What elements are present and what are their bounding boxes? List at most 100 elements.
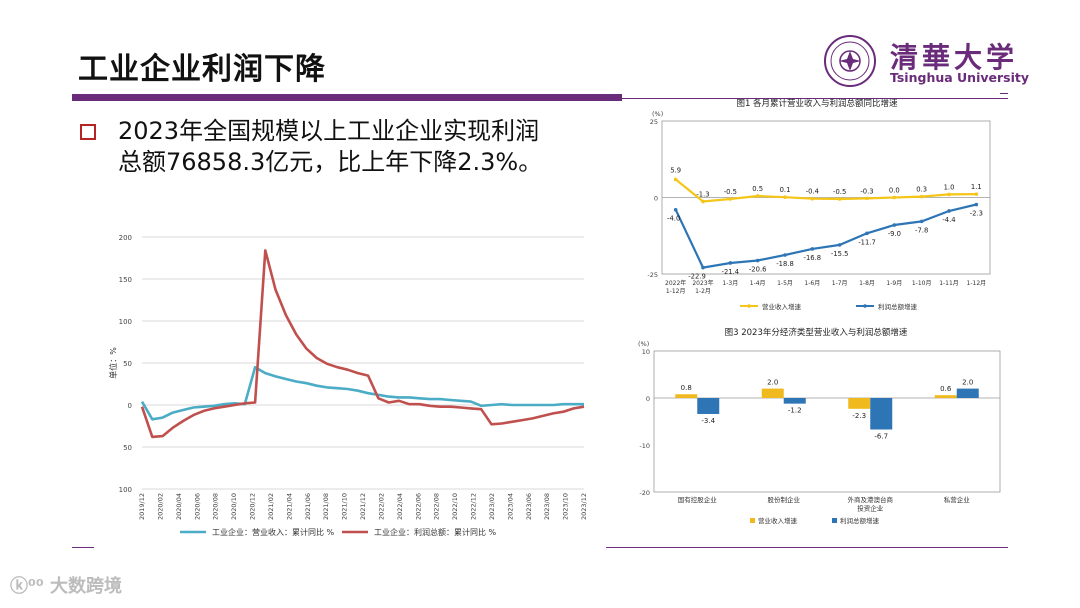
data-label: -18.8 xyxy=(776,260,794,268)
bullet-square-icon xyxy=(80,124,96,140)
series-point xyxy=(974,202,979,207)
x-tick-label: 1-12月 xyxy=(967,280,987,287)
y-tick-label: 0 xyxy=(654,195,658,203)
x-tick-label: 2020/04 xyxy=(175,493,183,520)
x-tick-label: 2023年 1-2月 xyxy=(692,279,713,295)
series-line-2 xyxy=(140,249,585,439)
watermark-text: 大数跨境 xyxy=(50,576,123,597)
x-tick-label: 2019/12 xyxy=(138,493,146,520)
x-tick-label: 2023/02 xyxy=(488,493,496,520)
data-label: -6.7 xyxy=(874,432,888,440)
x-tick-label: 2021/02 xyxy=(267,493,275,520)
x-tick-label: 2023/08 xyxy=(543,493,551,520)
tsinghua-logo: 清華大学 Tsinghua University xyxy=(820,34,1029,88)
data-label: -20.6 xyxy=(749,266,767,274)
x-tick-label: 2022/02 xyxy=(377,493,385,520)
x-tick-label: 2021/04 xyxy=(285,493,293,520)
data-label: -1.3 xyxy=(696,190,709,198)
x-tick-label: 私营企业 xyxy=(944,495,971,504)
legend-marker xyxy=(863,304,867,308)
title-underline-dash xyxy=(1000,93,1008,94)
chart-monthly: 图1 各月累计营业收入与利润总额同比增速 (%) 25 0 -25 2022年 1-12月 2… xyxy=(632,92,1002,320)
legend-swatch xyxy=(750,518,755,523)
data-label: -15.5 xyxy=(831,250,849,258)
data-label: 0.1 xyxy=(780,186,791,194)
bar xyxy=(675,394,698,398)
series-point xyxy=(947,209,951,213)
x-tick-label: 2020/10 xyxy=(230,493,238,520)
series-point xyxy=(701,199,705,204)
legend-label: 营业收入增速 xyxy=(758,516,798,525)
bar xyxy=(783,398,806,404)
series-point xyxy=(673,207,678,212)
legend-swatch xyxy=(832,518,837,523)
data-label: -3.4 xyxy=(701,417,715,425)
y-tick-label: 0 xyxy=(128,402,132,410)
legend-label: 利润总额增速 xyxy=(878,302,918,311)
series-point xyxy=(947,192,951,197)
y-tick-label: 100 xyxy=(119,486,132,494)
series-point xyxy=(755,194,760,198)
x-tick-label: 1-5月 xyxy=(777,280,793,287)
data-label: -0.5 xyxy=(833,188,846,196)
data-label: -22.9 xyxy=(688,273,706,281)
plot-frame xyxy=(653,350,1001,493)
series-point xyxy=(892,223,897,227)
x-tick-label: 股份制企业 xyxy=(768,495,801,504)
series-point xyxy=(892,195,897,200)
series-point xyxy=(865,196,869,201)
y-tick-label: 200 xyxy=(119,234,132,242)
y-tick-label: 50 xyxy=(123,360,132,368)
x-tick-label: 1-10月 xyxy=(912,280,932,287)
footer-rule-left xyxy=(72,547,94,548)
chart-ownership-svg: 图3 2023年分经济类型营业收入与利润总额增速 (%)10 0 -10 -20 国有控股… xyxy=(638,327,1001,525)
y-tick-label: 0 xyxy=(646,395,650,403)
data-label: -9.0 xyxy=(888,230,901,238)
data-label: -21.4 xyxy=(722,268,740,276)
data-label: 0.6 xyxy=(940,385,952,393)
series-point xyxy=(919,194,924,199)
x-tick-label: 2021/06 xyxy=(304,493,312,520)
x-tick-label: 2023/04 xyxy=(506,493,514,520)
series-point xyxy=(810,247,815,251)
series-point xyxy=(673,177,678,182)
bar xyxy=(848,398,871,409)
series-line-1 xyxy=(140,365,584,421)
series-point xyxy=(837,197,842,201)
x-tick-label: 2021/08 xyxy=(322,493,330,520)
chart-trend: 200 150 100 50 0 50 100 单位：% 2019/12 2020/02 2020/… xyxy=(108,228,592,548)
data-label: -2.3 xyxy=(970,210,983,218)
x-tick-label: 2023/10 xyxy=(562,493,570,520)
chart-ownership: 图3 2023年分经济类型营业收入与利润总额增速 (%) 10 0 -10 -20 国有控股… xyxy=(632,322,1002,534)
y-tick-label: -25 xyxy=(647,271,658,279)
title-underline xyxy=(72,94,622,101)
data-label: 0.8 xyxy=(681,384,692,392)
data-label: -2.3 xyxy=(852,412,866,420)
x-tick-label: 2023/12 xyxy=(580,493,588,520)
y-tick-label: -20 xyxy=(639,489,650,497)
data-label: 1.1 xyxy=(971,183,982,191)
logo-name-cn: 清華大学 xyxy=(890,41,1019,74)
x-tick-label: 国有控股企业 xyxy=(678,495,718,504)
x-tick-label: 2022/10 xyxy=(451,493,459,520)
data-label: -1.2 xyxy=(788,407,802,415)
series-point xyxy=(837,243,842,247)
data-label: -0.4 xyxy=(806,188,819,196)
chart-title: 图3 2023年分经济类型营业收入与利润总额增速 xyxy=(725,327,908,338)
x-tick-label: 2020/12 xyxy=(249,493,257,520)
watermark-logo-icon: ⓚ⁰⁰ xyxy=(10,576,51,597)
series-point xyxy=(865,231,869,236)
x-tick-label: 2020/08 xyxy=(212,493,220,520)
data-label: 0.0 xyxy=(889,187,900,195)
series-point xyxy=(974,192,979,196)
data-label: -16.8 xyxy=(804,254,822,262)
legend-label: 工业企业：利润总额：累计同比 % xyxy=(374,527,497,537)
bar xyxy=(934,395,957,398)
x-tick-label: 2022年 1-12月 xyxy=(665,279,686,295)
series-line-1 xyxy=(675,178,977,203)
data-label: -0.5 xyxy=(724,188,737,196)
footer-rule-right xyxy=(606,547,1008,548)
bullet-text: 2023年全国规模以上工业企业实现利润总额76858.3亿元，比上年下降2.3%… xyxy=(118,117,543,176)
y-tick-label: 100 xyxy=(119,318,132,326)
data-label: -11.7 xyxy=(858,238,876,246)
